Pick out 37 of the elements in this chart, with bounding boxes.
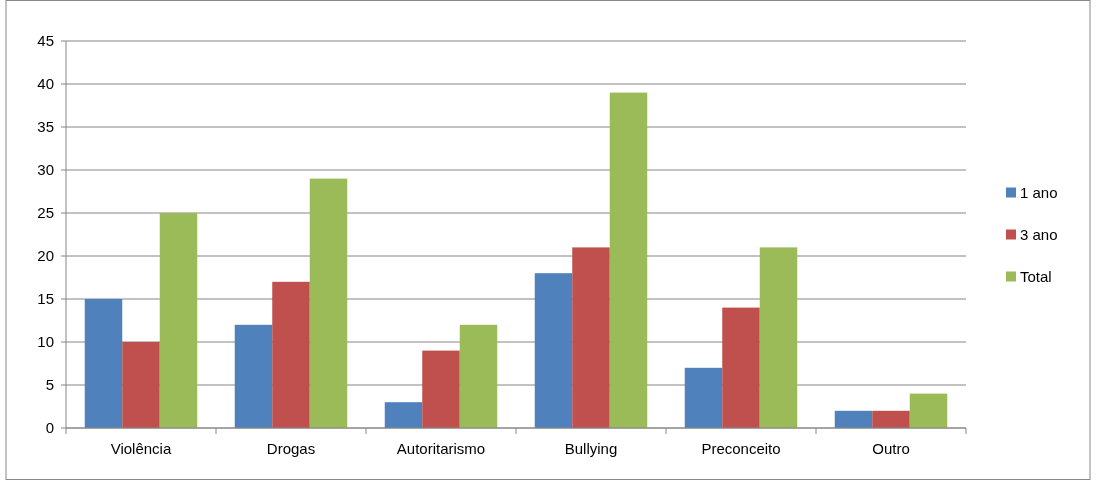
y-tick-label: 0 [45, 419, 54, 437]
bar [909, 393, 948, 428]
bar [834, 410, 873, 428]
legend-label: 3 ano [1020, 225, 1058, 243]
y-tick-label: 45 [37, 32, 54, 50]
bar [272, 281, 310, 428]
bar [872, 410, 910, 428]
x-tick-label: Autoritarismo [396, 440, 486, 457]
bar [384, 402, 423, 428]
bar [722, 307, 760, 428]
bar [759, 247, 798, 428]
bar [609, 92, 648, 428]
bar [534, 273, 573, 428]
y-tick-label: 20 [37, 247, 54, 265]
bar [234, 324, 273, 428]
x-tick-label: Preconceito [701, 440, 781, 457]
x-tick-label: Violência [110, 440, 172, 457]
y-tick-label: 25 [37, 204, 54, 222]
y-tick-label: 40 [37, 75, 54, 93]
bar [84, 299, 123, 428]
y-tick-label: 15 [37, 290, 54, 308]
bar [309, 178, 348, 428]
y-tick-label: 30 [37, 161, 54, 179]
bar [684, 367, 723, 428]
x-tick-label: Bullying [564, 440, 618, 457]
y-tick-label: 10 [37, 333, 54, 351]
y-tick-label: 35 [37, 118, 54, 136]
bar [422, 350, 460, 428]
bar [459, 324, 498, 428]
y-tick-label: 5 [45, 376, 54, 394]
bar [572, 247, 610, 428]
legend-label: 1 ano [1020, 183, 1058, 201]
bar [122, 342, 160, 428]
bar [159, 213, 198, 428]
x-tick-label: Drogas [266, 440, 316, 457]
x-tick-label: Outro [872, 440, 910, 457]
legend-label: Total [1020, 267, 1052, 285]
